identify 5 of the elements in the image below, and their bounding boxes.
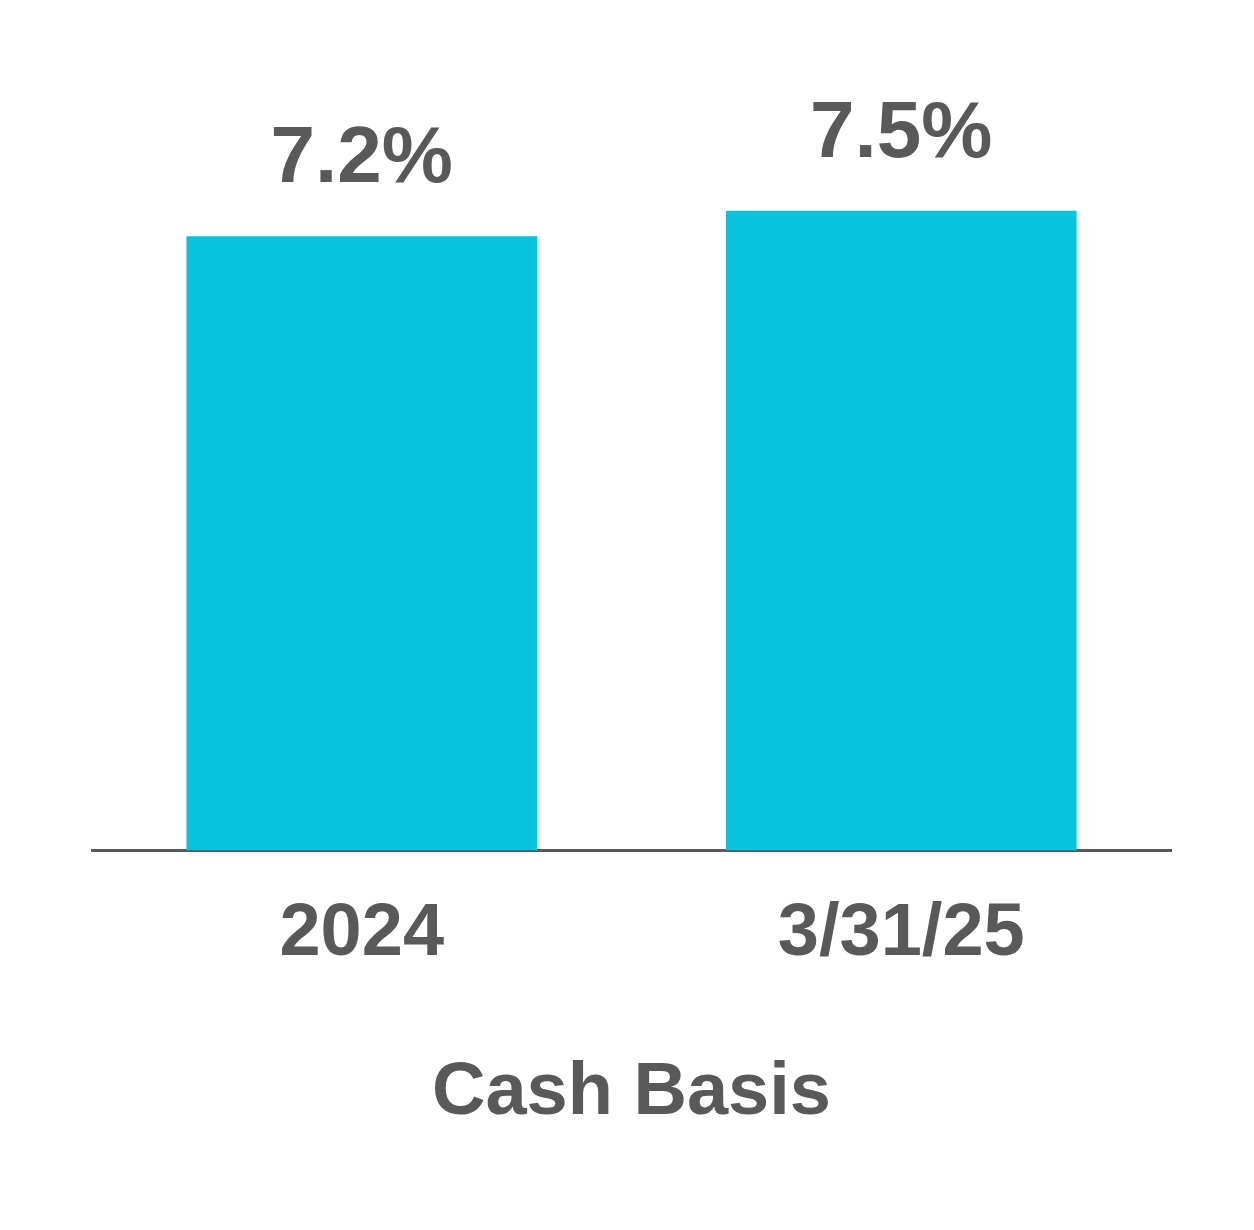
x-tick-label: 3/31/25 (777, 888, 1025, 972)
x-tick-label: 2024 (279, 888, 445, 972)
data-label: 7.5% (810, 84, 993, 174)
x-axis-title: Cash Basis (432, 1047, 831, 1131)
data-label: 7.2% (270, 110, 453, 200)
